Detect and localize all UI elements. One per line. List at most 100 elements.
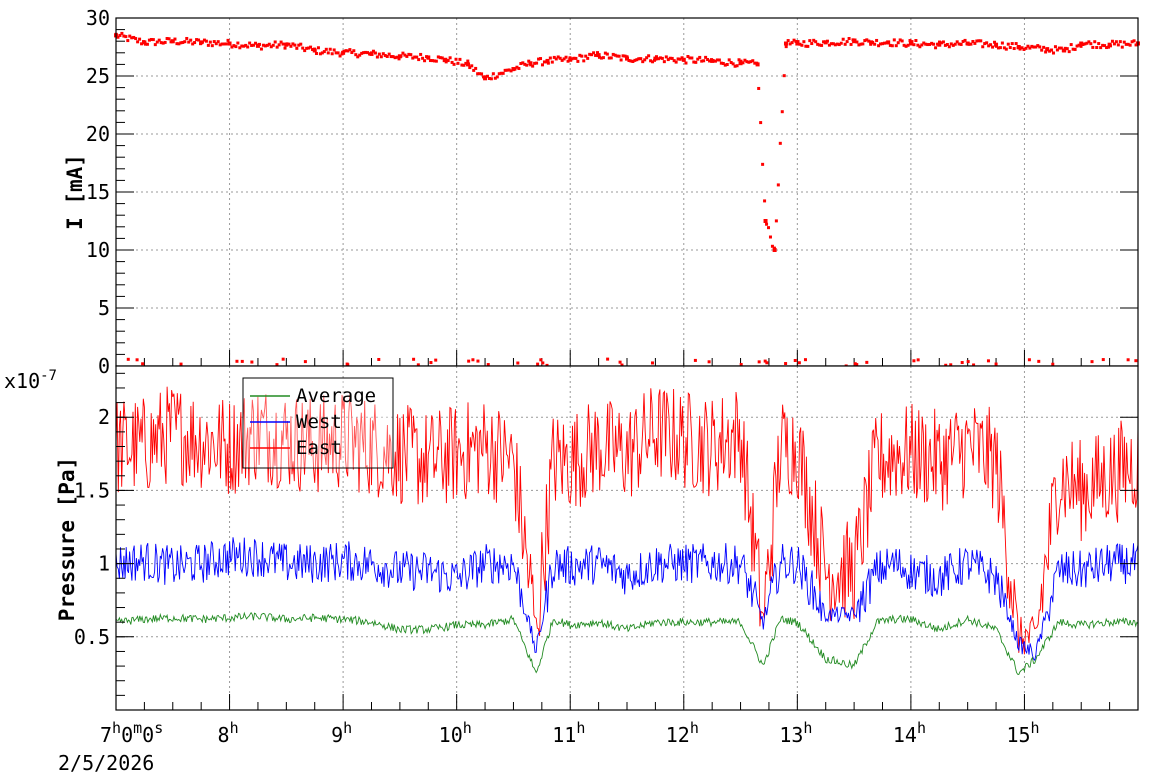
current-point — [955, 40, 959, 44]
current-point-baseline — [412, 357, 416, 361]
current-point-baseline — [345, 362, 349, 366]
current-point — [635, 58, 639, 62]
current-point — [1103, 44, 1107, 48]
current-point — [643, 58, 647, 62]
x-date-label: 2/5/2026 — [58, 751, 154, 775]
current-point — [246, 45, 250, 49]
current-data-point — [443, 57, 448, 62]
current-point — [1028, 46, 1032, 50]
current-point — [324, 47, 328, 51]
current-point-baseline — [763, 359, 767, 363]
current-point-baseline — [541, 361, 545, 365]
current-point — [867, 39, 871, 43]
current-point — [717, 58, 721, 62]
current-point — [928, 42, 932, 46]
pressure-y-tick-label: 2 — [98, 405, 110, 429]
current-data-point — [341, 50, 346, 55]
pressure-series — [115, 386, 1139, 676]
current-data-point — [625, 56, 629, 61]
current-point — [882, 41, 886, 45]
current-point — [939, 41, 943, 45]
x-tick-hour: 13 — [779, 723, 803, 747]
x-tick-unit: h — [1031, 719, 1040, 737]
current-point — [452, 62, 456, 66]
current-point — [128, 34, 132, 38]
current-point — [873, 42, 877, 46]
current-point-baseline — [784, 362, 788, 366]
current-point — [539, 57, 543, 61]
x-tick-label: 15h — [1006, 719, 1039, 747]
current-point — [810, 42, 814, 46]
current-point — [747, 60, 751, 64]
current-point — [778, 141, 782, 145]
current-point — [222, 42, 226, 46]
current-point — [676, 57, 680, 61]
current-point — [1010, 42, 1014, 46]
current-point — [588, 52, 592, 56]
current-point — [1083, 42, 1087, 46]
current-point — [187, 40, 191, 44]
current-point — [401, 51, 405, 55]
current-point — [136, 40, 140, 44]
current-point — [1051, 51, 1055, 55]
current-point-baseline — [539, 358, 543, 362]
current-point — [855, 40, 859, 44]
current-data-point — [1079, 41, 1084, 46]
current-point — [757, 86, 761, 90]
current-point — [1122, 40, 1126, 44]
current-point — [175, 42, 179, 46]
current-point — [596, 51, 600, 55]
current-point — [191, 42, 195, 46]
current-point — [576, 59, 580, 63]
current-point — [937, 40, 941, 44]
current-point — [236, 41, 240, 45]
current-point — [210, 44, 214, 48]
current-point — [383, 53, 387, 57]
current-point — [645, 56, 649, 60]
current-point-baseline — [1027, 358, 1031, 362]
current-point — [548, 56, 552, 60]
current-point-baseline — [476, 359, 480, 363]
current-point — [715, 58, 719, 62]
current-point — [993, 40, 997, 44]
current-point — [1000, 41, 1004, 45]
current-point — [560, 58, 564, 62]
current-point-baseline — [275, 363, 279, 367]
current-point — [120, 31, 124, 35]
current-point — [1089, 42, 1093, 46]
current-point — [132, 35, 136, 39]
current-point — [470, 64, 474, 68]
current-point — [542, 60, 546, 64]
legend-box — [242, 377, 394, 469]
current-point — [953, 42, 957, 46]
current-point — [816, 42, 820, 46]
current-data-point — [710, 58, 715, 63]
current-point — [865, 38, 869, 42]
current-point — [478, 72, 482, 76]
current-point — [153, 43, 157, 47]
pressure-y-tick-label: 0.5 — [74, 625, 110, 649]
current-point — [594, 53, 598, 57]
current-point — [700, 59, 704, 63]
current-point — [599, 56, 603, 60]
current-point — [798, 42, 802, 46]
current-point — [495, 75, 499, 79]
start-m-unit: m — [133, 719, 142, 737]
current-point — [434, 59, 438, 63]
current-point — [656, 57, 660, 61]
current-point — [208, 40, 212, 44]
current-point — [1059, 46, 1063, 50]
current-point — [827, 43, 831, 47]
current-point — [930, 41, 934, 45]
current-point — [1040, 48, 1044, 52]
current-point-baseline — [429, 361, 433, 365]
current-y-tick-label: 30 — [86, 6, 110, 30]
current-point — [1107, 45, 1111, 49]
current-point — [218, 43, 222, 47]
current-point — [1085, 41, 1089, 45]
current-point — [601, 56, 605, 60]
current-point — [562, 57, 566, 61]
current-point — [1020, 46, 1024, 50]
current-point — [753, 61, 757, 65]
current-point — [480, 72, 484, 76]
